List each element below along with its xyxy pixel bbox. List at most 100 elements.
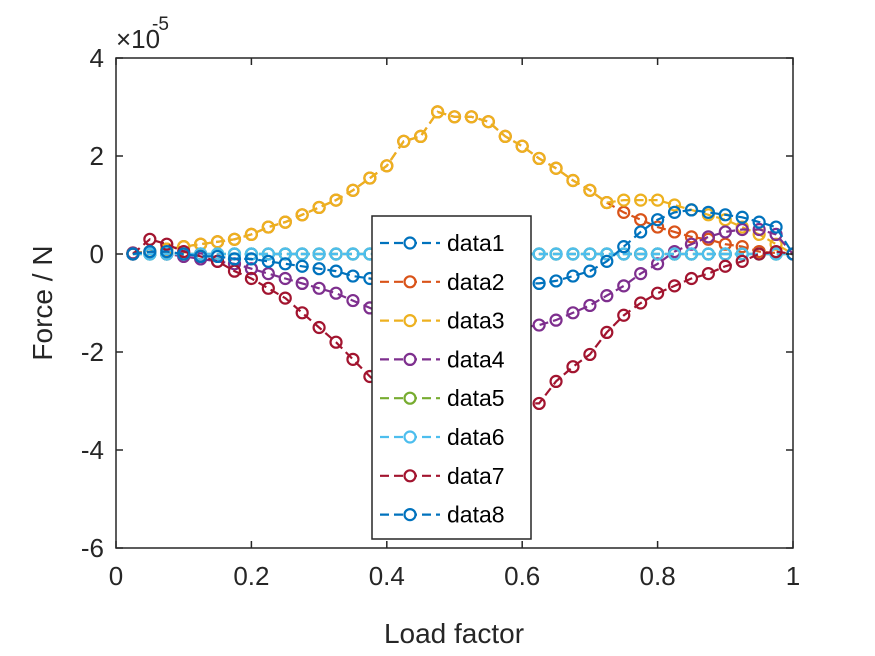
- data-point: [261, 254, 275, 268]
- data-point: [684, 230, 699, 244]
- data-point: [701, 205, 715, 219]
- data-point: [634, 247, 648, 261]
- data-point: [143, 232, 157, 246]
- data-point: [549, 374, 563, 388]
- legend-label: data8: [447, 502, 505, 528]
- data-point: [617, 205, 631, 219]
- data-point: [718, 237, 732, 251]
- data-point: [244, 252, 258, 266]
- data-point: [532, 396, 546, 411]
- data-point: [549, 313, 563, 327]
- data-point: [295, 208, 309, 222]
- data-point: [667, 279, 682, 293]
- data-point: [498, 129, 512, 143]
- exponent-power: -5: [152, 14, 169, 35]
- legend-item: data6: [380, 424, 505, 450]
- data-point: [566, 360, 580, 374]
- legend-label: data3: [447, 308, 505, 334]
- x-tick-label: 0: [109, 561, 123, 591]
- data-point: [227, 264, 242, 278]
- data-point: [583, 247, 597, 261]
- legend-item: data5: [380, 385, 505, 411]
- data-point: [312, 262, 326, 276]
- data-point: [650, 257, 665, 271]
- data-point: [667, 198, 682, 212]
- legend-label: data1: [447, 230, 505, 256]
- data-point: [718, 247, 732, 261]
- data-point: [752, 222, 766, 237]
- data-point: [583, 298, 597, 313]
- legend-marker: [403, 314, 417, 328]
- y-tick-label: -6: [81, 533, 104, 563]
- data-point: [634, 267, 648, 281]
- data-point: [346, 269, 360, 283]
- data-point: [617, 240, 631, 254]
- data-point: [278, 215, 292, 229]
- x-tick-label: 0.6: [504, 561, 540, 591]
- data-point: [650, 213, 665, 227]
- data-point: [718, 259, 732, 273]
- y-tick-label: -2: [81, 337, 104, 367]
- data-point: [701, 247, 715, 261]
- data-point: [617, 308, 631, 322]
- data-point: [244, 271, 258, 286]
- data-point: [261, 281, 275, 295]
- data-point: [735, 254, 749, 268]
- legend-item: data8: [380, 502, 505, 528]
- data-point: [566, 306, 580, 320]
- data-point: [650, 247, 665, 261]
- legend-item: data3: [380, 308, 505, 334]
- data-point: [329, 247, 343, 261]
- data-point: [261, 220, 275, 234]
- legend-item: data2: [380, 269, 505, 295]
- data-point: [295, 276, 309, 290]
- data-point: [650, 220, 665, 234]
- tick-layer: 0 0.2 0.4 0.6 0.8 1 -6 -4 -2 0 2 4: [81, 43, 800, 591]
- data-point: [634, 213, 648, 227]
- data-point: [278, 291, 292, 305]
- data-point: [143, 244, 157, 259]
- data-point: [312, 320, 326, 335]
- data-point: [210, 249, 225, 264]
- data-point: [227, 232, 242, 246]
- data-point: [346, 293, 360, 308]
- legend-marker: [403, 430, 417, 444]
- data-point: [617, 193, 631, 207]
- data-point: [735, 222, 749, 237]
- data-point: [769, 220, 783, 234]
- data-point: [532, 276, 546, 290]
- data-point: [160, 244, 174, 259]
- data-point: [210, 235, 225, 249]
- data-point: [600, 254, 614, 268]
- data-point: [532, 247, 546, 261]
- data-point: [346, 183, 360, 197]
- data-point: [735, 247, 749, 261]
- data-point: [295, 306, 309, 320]
- data-point: [278, 271, 292, 286]
- legend-marker: [403, 391, 417, 405]
- data-point: [464, 110, 479, 124]
- data-point: [752, 247, 766, 261]
- data-point: [177, 247, 191, 261]
- data-point: [447, 110, 462, 124]
- data-point: [600, 247, 614, 261]
- data-point: [701, 230, 715, 244]
- data-point: [549, 247, 563, 261]
- legend-marker: [403, 275, 417, 289]
- data-point: [684, 247, 699, 261]
- legend-label: data7: [447, 463, 505, 489]
- legend-marker: [403, 352, 417, 366]
- data-point: [634, 193, 648, 207]
- data-point: [397, 134, 411, 148]
- data-point: [650, 286, 665, 300]
- data-point: [244, 262, 258, 276]
- legend-marker: [403, 469, 417, 483]
- data-point: [583, 183, 597, 197]
- data-point: [194, 249, 208, 264]
- legend-marker: [403, 507, 417, 522]
- data-point: [600, 325, 614, 339]
- y-tick-label: 2: [90, 141, 104, 171]
- data-point: [363, 171, 377, 185]
- exponent-base: ×10: [116, 24, 160, 54]
